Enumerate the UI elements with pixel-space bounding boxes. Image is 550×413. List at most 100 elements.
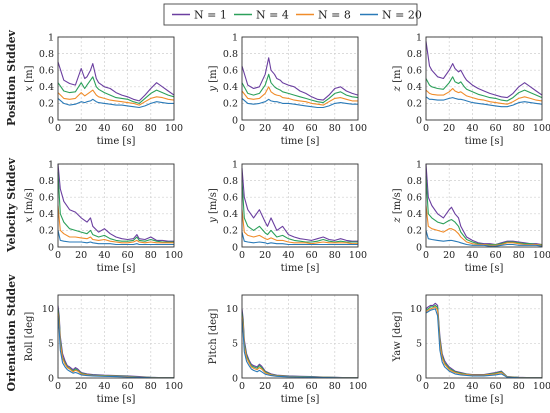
x-tick-label: 20: [75, 123, 87, 134]
y-tick-label: 0.6: [407, 193, 422, 204]
panel-r1c1: 0 0.2 0.4 0.6 0.8 1 0 20 40 60 80 100 time [s] x [m]: [24, 32, 183, 147]
y-tick-label: 0: [416, 242, 422, 253]
series-line-4: [425, 308, 542, 379]
y-tick-label: 0: [232, 373, 238, 384]
y-tick-label: 5: [48, 339, 54, 350]
y-tick-label: 0.4: [407, 82, 422, 93]
series-line-3: [425, 87, 543, 105]
y-axis-label-var: z: [392, 217, 403, 224]
x-tick-label: 20: [75, 381, 87, 392]
x-tick-label: 40: [282, 381, 294, 392]
y-axis-label-unit: [m/s]: [208, 188, 219, 217]
x-tick-label: 20: [443, 381, 455, 392]
y-tick-label: 5: [232, 339, 238, 350]
panel-r1c2: 0 0.2 0.4 0.6 0.8 1 0 20 40 60 80 100 time [s] y [m]: [208, 32, 367, 147]
x-tick-label: 40: [282, 250, 294, 261]
series-line-1: [57, 305, 174, 379]
y-axis-label: x [m]: [24, 65, 35, 91]
series-line-4: [241, 231, 358, 246]
y-axis-label: x [m/s]: [24, 188, 35, 223]
y-tick-label: 0.2: [223, 226, 238, 237]
plot-frame: [241, 294, 359, 379]
x-tick-label: 0: [239, 250, 245, 261]
y-axis-label-var: Yaw: [392, 341, 403, 363]
series-line-1: [241, 168, 358, 242]
y-tick-label: 0.8: [407, 49, 422, 60]
y-tick-label: 0.8: [223, 176, 238, 187]
x-tick-label: 80: [145, 250, 157, 261]
x-tick-label: 40: [98, 250, 110, 261]
y-axis-label: Pitch [deg]: [208, 309, 219, 365]
x-axis-label: time [s]: [465, 263, 504, 274]
y-tick-label: 0: [232, 242, 238, 253]
y-tick-label: 0.2: [407, 99, 422, 110]
series-line-2: [57, 76, 175, 104]
series-line-2: [425, 76, 543, 102]
y-tick-label: 0.6: [407, 66, 422, 77]
series-line-3: [425, 306, 542, 379]
series-line-1: [425, 41, 543, 99]
y-tick-label: 5: [416, 339, 422, 350]
y-tick-label: 0.8: [39, 176, 54, 187]
x-tick-label: 40: [466, 381, 478, 392]
y-tick-label: 0.8: [39, 49, 54, 60]
x-tick-label: 80: [329, 250, 341, 261]
y-tick-label: 0.4: [407, 209, 422, 220]
x-tick-label: 20: [443, 250, 455, 261]
series-line-4: [57, 97, 174, 109]
panel-r2c2: 0 0.2 0.4 0.6 0.8 1 0 20 40 60 80 100 time [s] y [m/s…: [208, 159, 367, 274]
x-axis-label: time [s]: [97, 263, 136, 274]
y-tick-label: 0.6: [39, 193, 54, 204]
plot-frame: [57, 36, 175, 121]
y-tick-label: 1: [416, 32, 422, 43]
series-line-2: [241, 180, 358, 243]
x-tick-label: 0: [55, 381, 61, 392]
x-tick-label: 60: [122, 381, 134, 392]
y-axis-label: Roll [deg]: [24, 312, 35, 362]
series-line-2: [241, 73, 359, 104]
y-tick-label: 0: [48, 242, 54, 253]
y-tick-label: 1: [232, 159, 238, 170]
panel-r2c1: 0 0.2 0.4 0.6 0.8 1 0 20 40 60 80 100 time [s] x [m/s…: [24, 159, 183, 274]
x-tick-label: 40: [98, 123, 110, 134]
y-axis-label-unit: [deg]: [208, 309, 219, 339]
y-axis-label: Yaw [deg]: [392, 311, 403, 362]
y-axis-label-var: x: [24, 217, 35, 223]
plot-frame: [425, 294, 543, 379]
y-tick-label: 0.4: [39, 82, 54, 93]
row-label-orientation: Orientation Stddev: [5, 274, 18, 392]
y-axis-label: z [m]: [392, 66, 403, 93]
x-tick-label: 80: [513, 381, 525, 392]
x-tick-label: 100: [349, 250, 367, 261]
series-line-2: [425, 176, 542, 246]
y-axis-label-var: y: [208, 217, 219, 224]
y-axis-label-var: z: [392, 85, 403, 92]
y-tick-label: 0.6: [39, 66, 54, 77]
y-axis-label-unit: [m]: [208, 65, 219, 86]
y-axis-label-unit: [deg]: [392, 311, 403, 341]
x-tick-label: 0: [55, 123, 61, 134]
x-tick-label: 80: [329, 381, 341, 392]
x-tick-label: 20: [259, 123, 271, 134]
x-tick-label: 40: [466, 250, 478, 261]
panel-r2c3: 0 0.2 0.4 0.6 0.8 1 0 20 40 60 80 100 time [s] z [m/s…: [392, 159, 550, 274]
y-tick-label: 0.2: [39, 99, 54, 110]
y-tick-label: 0: [232, 115, 238, 126]
y-tick-label: 1: [48, 32, 54, 43]
x-tick-label: 0: [423, 250, 429, 261]
x-axis-label: time [s]: [281, 394, 320, 405]
y-tick-label: 0.2: [407, 226, 422, 237]
x-tick-label: 60: [306, 123, 318, 134]
y-axis-label-var: Roll: [24, 341, 35, 361]
series-line-3: [241, 315, 358, 379]
x-tick-label: 40: [282, 123, 294, 134]
x-tick-label: 20: [75, 250, 87, 261]
series-line-4: [241, 319, 358, 379]
y-axis-label-unit: [deg]: [24, 312, 35, 342]
series-line-2: [425, 304, 542, 379]
x-axis-label: time [s]: [97, 136, 136, 147]
y-tick-label: 0.8: [223, 49, 238, 60]
